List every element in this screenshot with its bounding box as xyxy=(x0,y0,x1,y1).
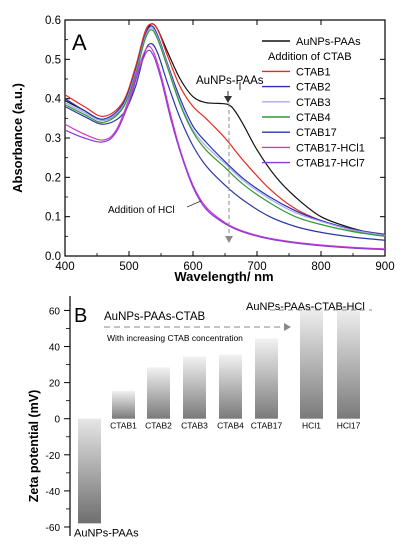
legend-label: CTAB17-HCl7 xyxy=(296,158,365,170)
series-line-ctab17-hcl1 xyxy=(64,45,386,250)
x-tick-label: 500 xyxy=(119,261,138,273)
y-tick-label: 0.0 xyxy=(45,251,61,263)
annotation-hcl-pointer xyxy=(186,200,202,208)
panel-a-x-axis-label: Wavelength/ nm xyxy=(174,269,273,284)
bar-ctab17 xyxy=(255,338,278,419)
y-tick-label: -60 xyxy=(46,523,61,534)
panel-b-label: B xyxy=(74,305,87,327)
x-tick-label: 700 xyxy=(247,261,266,273)
panel-a-series xyxy=(64,23,386,251)
panel-a-axes: 400 500 600 700 800 900 0.0 0.1 0.2 0.3 0.4 0.5 0.6 xyxy=(45,15,395,273)
y-tick-label: 0.6 xyxy=(45,15,61,27)
legend-header: Addition of CTAB xyxy=(268,51,352,63)
bar-hcl17 xyxy=(337,305,360,419)
bar-aunps-paas xyxy=(78,418,101,524)
y-tick-label: 40 xyxy=(49,343,61,354)
y-tick-label: 0.1 xyxy=(45,212,61,224)
bar-hcl1 xyxy=(300,305,323,419)
category-label: HCl17 xyxy=(337,421,361,431)
y-tick-label: 0.4 xyxy=(45,94,62,106)
bar-ctab2 xyxy=(147,367,170,419)
y-tick-label: -20 xyxy=(46,451,61,462)
bar-ctab4 xyxy=(219,354,242,419)
annotation-increasing-ctab: With increasing CTAB concentration xyxy=(107,333,243,343)
series-line-ctab17-hcl7 xyxy=(64,49,386,251)
panel-b-bars: AuNPs-PAAs CTAB1 CTAB2 CTAB3 CTAB4 CTAB17 HCl1… xyxy=(74,305,361,539)
legend-label: AuNPs-PAAs xyxy=(296,36,361,48)
y-tick-label: -40 xyxy=(46,487,61,498)
bar-ctab1 xyxy=(112,390,135,419)
series-line-ctab2 xyxy=(64,25,386,235)
panel-a-label: A xyxy=(72,30,87,55)
series-line-ctab1 xyxy=(64,23,386,237)
series-line-ctab17 xyxy=(64,42,386,241)
legend-label: CTAB17-HCl1 xyxy=(296,142,365,154)
series-line-ctab4 xyxy=(64,29,386,237)
annotation-aunps-paas-ctab-hcl: AuNPs-PAAs-CTAB-HCl xyxy=(246,301,365,313)
annotation-aunps-paas: AuNPs-PAAs xyxy=(196,75,264,87)
panel-a-line-chart: A 400 500 600 700 800 900 0.0 0.1 0.2 0.3 0.4 0.5 0.… xyxy=(10,15,395,284)
y-tick-label: 0.2 xyxy=(45,172,61,184)
legend-label: CTAB2 xyxy=(296,82,331,94)
legend-label: CTAB3 xyxy=(296,97,331,109)
category-label: CTAB3 xyxy=(181,421,208,431)
legend-label: CTAB1 xyxy=(296,66,331,78)
panel-a-legend: AuNPs-PAAs Addition of CTAB CTAB1 CTAB2 CTAB… xyxy=(262,36,365,170)
panel-b-y-axis-label: Zeta potential (mV) xyxy=(27,390,41,503)
annotation-addition-hcl: Addition of HCl xyxy=(108,205,175,216)
category-label: CTAB17 xyxy=(251,421,283,431)
y-tick-label: 60 xyxy=(49,306,61,317)
category-label: CTAB4 xyxy=(217,421,244,431)
bar-ctab3 xyxy=(183,356,206,419)
x-tick-label: 400 xyxy=(55,261,74,273)
x-tick-label: 600 xyxy=(183,261,202,273)
x-tick-label: 800 xyxy=(311,261,330,273)
y-tick-label: 0.3 xyxy=(45,133,61,145)
category-label: HCl1 xyxy=(302,421,321,431)
category-label: CTAB1 xyxy=(110,421,137,431)
category-label: AuNPs-PAAs xyxy=(74,527,139,539)
annotation-aunps-paas-ctab: AuNPs-PAAs-CTAB xyxy=(104,311,206,323)
panel-a-y-axis-label: Absorbance (a.u.) xyxy=(10,83,25,193)
category-label: CTAB2 xyxy=(145,421,172,431)
y-tick-label: 0.5 xyxy=(45,54,61,66)
panel-b-bar-chart: B -60 -40 -20 0 20 40 60 AuNPs-PAAs CTAB1 CTAB2 C… xyxy=(27,296,372,539)
y-tick-label: 20 xyxy=(49,379,61,390)
legend-label: CTAB4 xyxy=(296,112,331,124)
x-tick-label: 900 xyxy=(375,261,394,273)
panel-b-axes: -60 -40 -20 0 20 40 60 xyxy=(46,306,70,534)
y-tick-label: 0 xyxy=(54,415,60,426)
series-line-ctab3 xyxy=(64,27,386,237)
legend-label: CTAB17 xyxy=(296,127,337,139)
